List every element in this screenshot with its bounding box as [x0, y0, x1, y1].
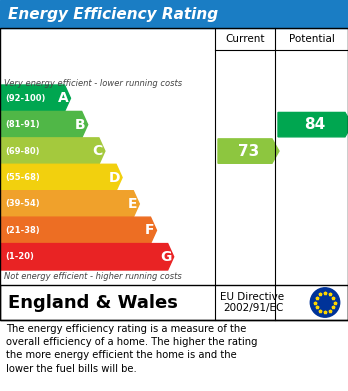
Text: E: E: [128, 197, 137, 211]
Text: EU Directive
2002/91/EC: EU Directive 2002/91/EC: [220, 292, 284, 313]
Text: A: A: [58, 91, 69, 105]
Text: (55-68): (55-68): [5, 173, 40, 182]
Text: (39-54): (39-54): [5, 199, 40, 208]
Text: England & Wales: England & Wales: [8, 294, 178, 312]
Text: (21-38): (21-38): [5, 226, 40, 235]
Text: Potential: Potential: [288, 34, 334, 44]
Text: The energy efficiency rating is a measure of the
overall efficiency of a home. T: The energy efficiency rating is a measur…: [6, 324, 258, 373]
Bar: [0, 0, 348, 28]
Text: 73: 73: [238, 143, 259, 159]
Polygon shape: [0, 217, 157, 244]
Text: Not energy efficient - higher running costs: Not energy efficient - higher running co…: [4, 272, 182, 281]
Text: (69-80): (69-80): [5, 147, 40, 156]
Polygon shape: [278, 113, 348, 137]
Bar: [0, 285, 348, 320]
Text: Very energy efficient - lower running costs: Very energy efficient - lower running co…: [4, 79, 182, 88]
Text: C: C: [93, 144, 103, 158]
Polygon shape: [0, 85, 71, 111]
Polygon shape: [0, 244, 174, 270]
Polygon shape: [0, 111, 88, 138]
Polygon shape: [218, 139, 279, 163]
Text: Energy Efficiency Rating: Energy Efficiency Rating: [8, 7, 218, 22]
Text: Current: Current: [225, 34, 265, 44]
Polygon shape: [0, 164, 122, 191]
Text: F: F: [145, 223, 155, 237]
Text: (92-100): (92-100): [5, 94, 45, 103]
Polygon shape: [0, 191, 139, 217]
Polygon shape: [0, 138, 105, 164]
Bar: [0, 28, 348, 320]
Text: G: G: [160, 250, 172, 264]
Text: (81-91): (81-91): [5, 120, 40, 129]
Text: (1-20): (1-20): [5, 252, 34, 261]
Circle shape: [310, 288, 340, 317]
Text: B: B: [75, 118, 86, 132]
Text: D: D: [109, 170, 120, 185]
Text: 84: 84: [304, 117, 326, 132]
